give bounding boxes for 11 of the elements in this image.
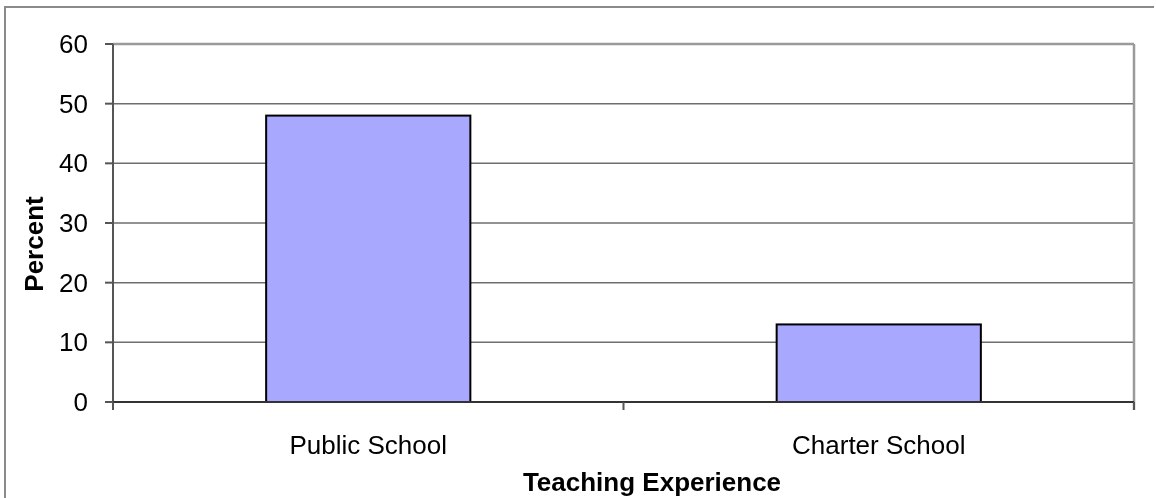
- x-tick-label: Public School: [289, 430, 448, 460]
- y-tick-label: 10: [59, 327, 88, 358]
- y-axis-title: Percent: [19, 195, 49, 292]
- y-tick-label: 60: [59, 29, 88, 60]
- y-tick-label: 40: [59, 148, 88, 179]
- y-tick-label: 0: [73, 387, 88, 418]
- x-tick-label: Charter School: [792, 430, 966, 460]
- y-tick-label: 30: [59, 208, 88, 239]
- y-tick-label: 50: [59, 88, 88, 119]
- y-tick-label: 20: [59, 267, 88, 298]
- x-axis-title: Teaching Experience: [522, 467, 782, 497]
